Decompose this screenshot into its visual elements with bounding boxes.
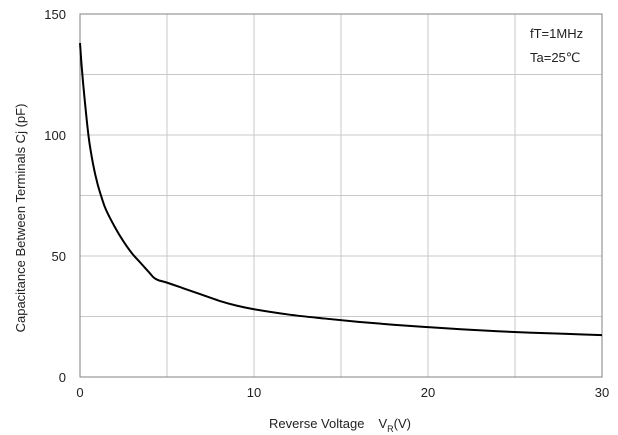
x-axis-unit: (V) (394, 416, 411, 431)
x-tick-label: 0 (76, 385, 83, 400)
y-axis-title: Capacitance Between Terminals Cj (pF) (13, 104, 28, 333)
annotation-temperature: Ta=25℃ (530, 50, 580, 65)
y-tick-label: 50 (52, 249, 66, 264)
x-axis-title: Reverse Voltage VR(V) (269, 416, 411, 434)
series-line-0 (79, 42, 603, 337)
annotation-frequency: fT=1MHz (530, 26, 583, 41)
plot-area-border (79, 13, 603, 378)
grid-lines (79, 13, 603, 378)
y-tick-label: 0 (59, 370, 66, 385)
series-layer (79, 42, 603, 337)
x-tick-label: 10 (247, 385, 261, 400)
x-axis-label-text: Reverse Voltage (269, 416, 364, 431)
x-axis-subscript: R (387, 424, 394, 434)
x-tick-labels: 0 10 20 30 (76, 385, 609, 400)
x-tick-label: 20 (421, 385, 435, 400)
y-tick-labels: 0 50 100 150 (44, 7, 66, 385)
y-tick-label: 150 (44, 7, 66, 22)
x-axis-symbol: V (378, 416, 387, 431)
y-tick-label: 100 (44, 128, 66, 143)
x-tick-label: 30 (595, 385, 609, 400)
